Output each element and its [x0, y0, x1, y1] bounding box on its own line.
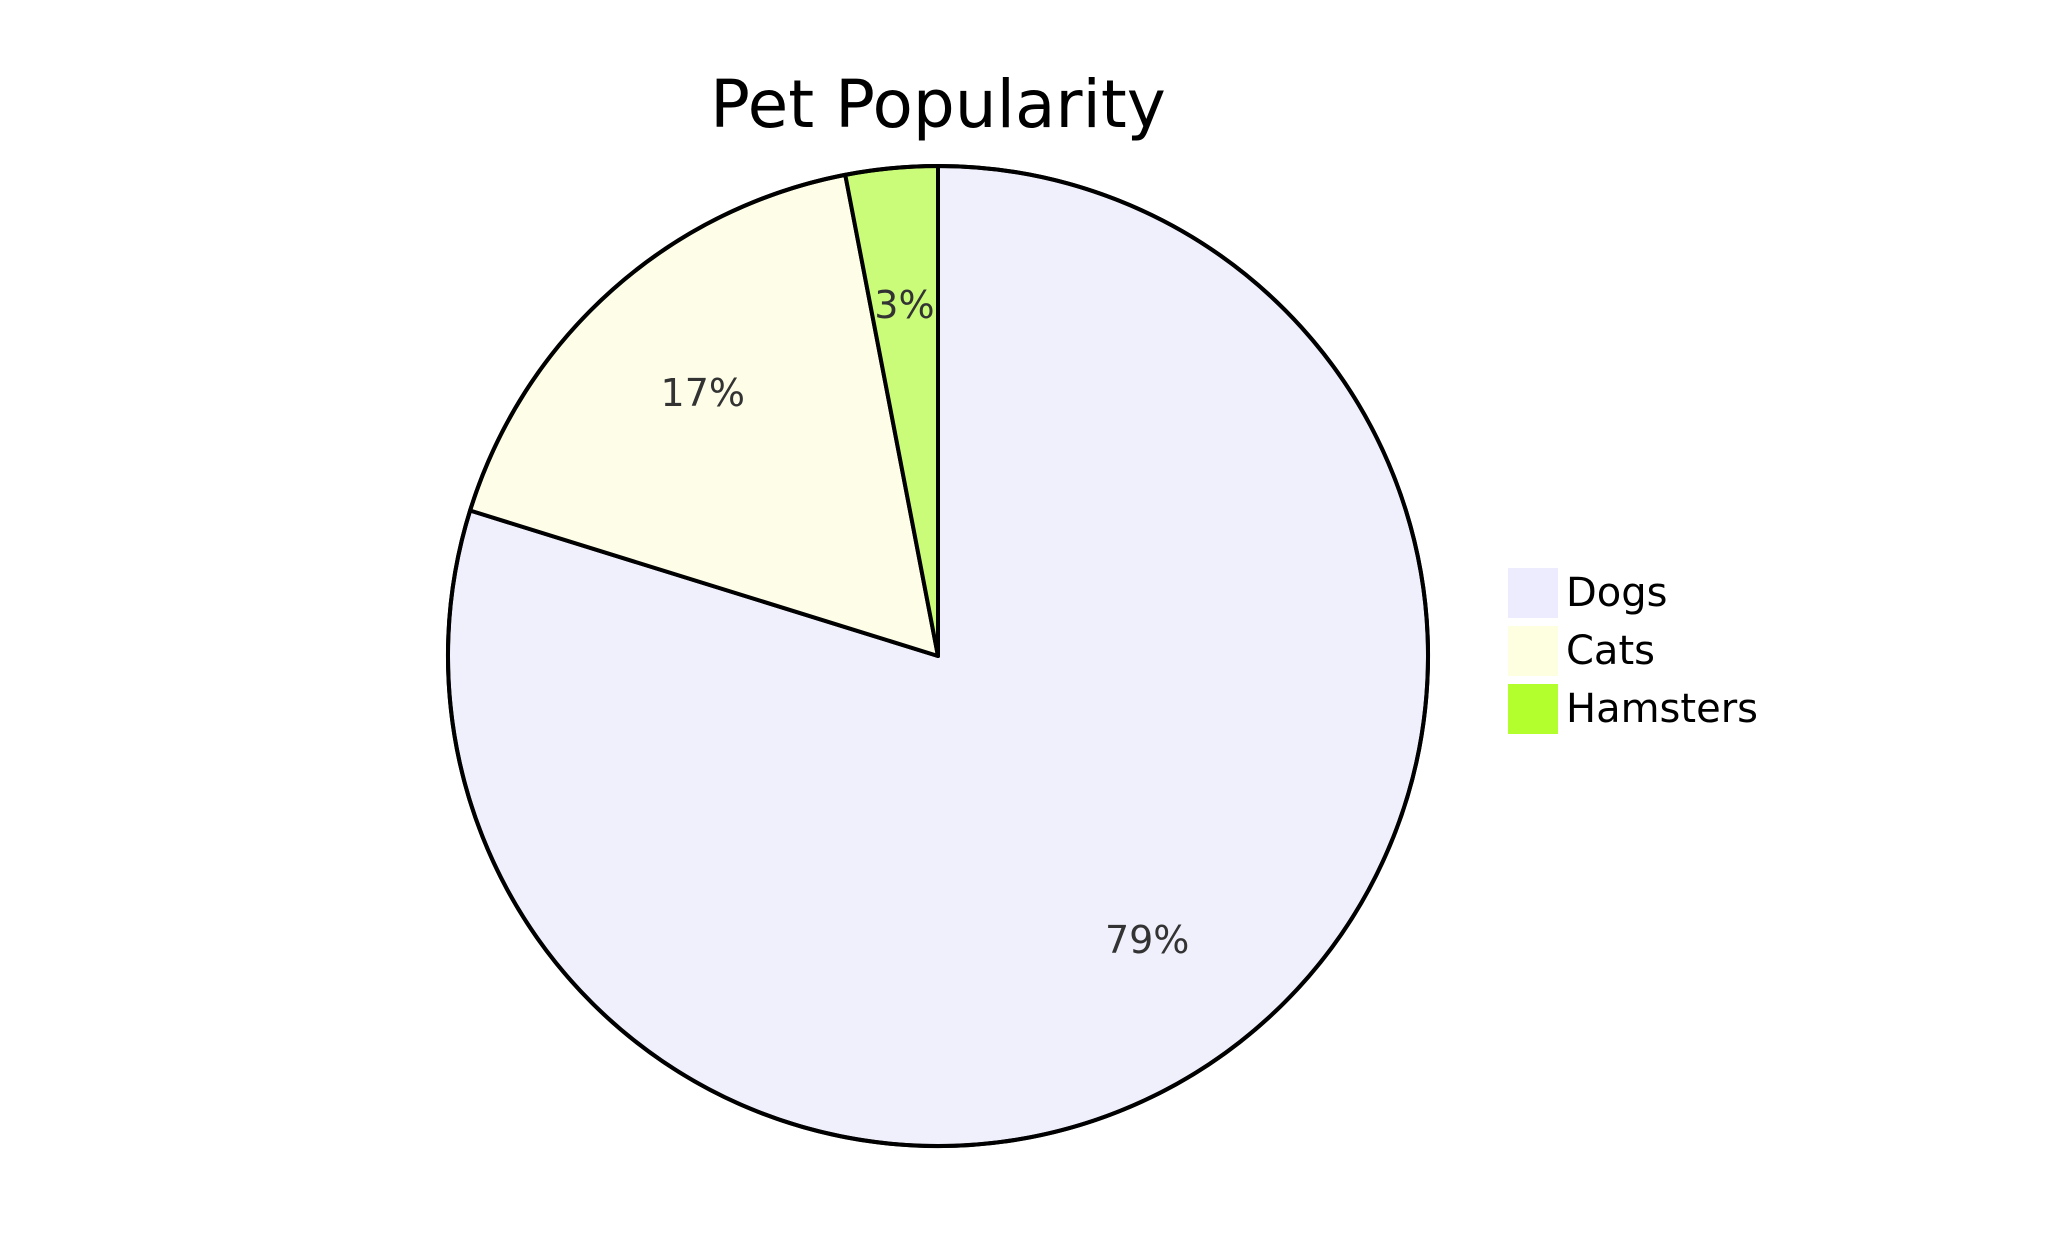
pie-outline — [446, 164, 1430, 1148]
slice-label-cats: 17% — [661, 371, 745, 415]
legend-swatch-hamsters — [1508, 684, 1558, 734]
slice-label-dogs: 79% — [1105, 918, 1189, 962]
legend-label-hamsters: Hamsters — [1566, 686, 1758, 732]
legend-label-cats: Cats — [1566, 628, 1655, 674]
slice-label-hamsters: 3% — [874, 283, 934, 327]
pie-slices — [446, 164, 1431, 1148]
chart-title: Pet Popularity — [710, 66, 1166, 143]
legend-swatch-dogs — [1508, 568, 1558, 618]
slice-labels: 79% 17% 3% — [661, 283, 1190, 962]
legend-label-dogs: Dogs — [1566, 570, 1668, 616]
legend-swatch-cats — [1508, 626, 1558, 676]
legend: Dogs Cats Hamsters — [1508, 568, 1758, 734]
